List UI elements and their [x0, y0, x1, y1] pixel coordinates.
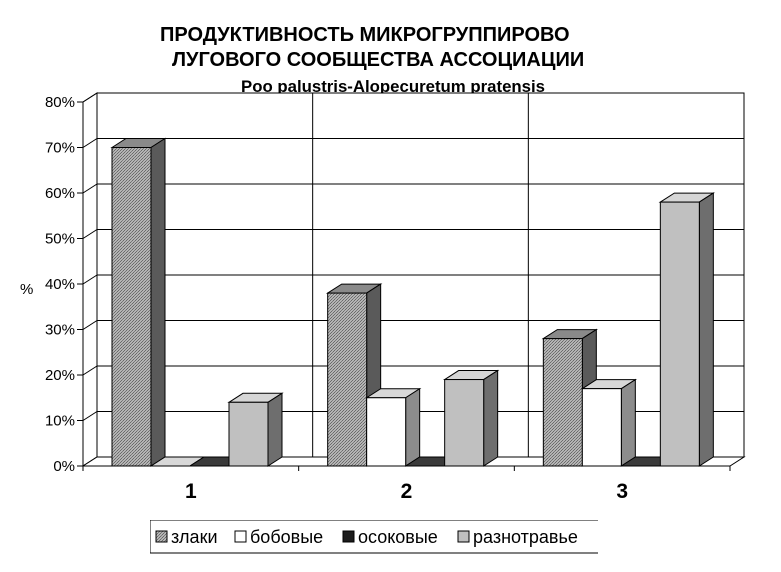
bars	[110, 137, 716, 467]
gridline-side	[82, 183, 98, 194]
legend-swatch	[234, 530, 247, 543]
y-tick-label: 60%	[45, 185, 75, 202]
x-axis: 1 2 3	[82, 465, 731, 503]
gridline-side	[82, 229, 98, 239]
bar-side	[483, 369, 499, 467]
bar-side	[698, 192, 714, 467]
bar-side	[150, 137, 166, 467]
bar-front	[444, 379, 485, 467]
bar-front	[228, 401, 269, 467]
bar-разнотравье-3	[658, 192, 716, 467]
bar-злаки-1	[110, 137, 167, 467]
x-tick-label: 3	[616, 480, 628, 503]
bar-бобовые-3	[580, 378, 638, 467]
legend-item-осоковые: осоковые	[342, 527, 438, 547]
y-tick-label: 30%	[45, 322, 75, 339]
bar-front	[659, 201, 700, 467]
bar-front	[542, 338, 583, 467]
gridline-side	[82, 274, 98, 285]
bar-side	[405, 387, 421, 467]
x-tick-label: 1	[185, 480, 197, 503]
bar-side	[267, 392, 283, 467]
legend-label: осоковые	[358, 527, 438, 547]
legend-item-разнотравье: разнотравье	[457, 527, 578, 547]
bar-front	[366, 397, 407, 467]
bar-разнотравье-1	[227, 392, 284, 467]
y-tick-label: 40%	[45, 276, 75, 293]
legend-label: злаки	[171, 527, 218, 547]
bar-разнотравье-2	[442, 369, 500, 467]
gridline-side	[82, 92, 98, 103]
bar-front	[581, 388, 622, 467]
legend-swatch	[342, 530, 355, 543]
chart-title-line1: ПРОДУКТИВНОСТЬ МИКРОГРУППИРОВО	[160, 24, 570, 46]
legend-item-злаки: злаки	[155, 527, 218, 547]
legend-item-бобовые: бобовые	[234, 527, 323, 547]
y-tick-label: 50%	[45, 231, 75, 248]
bar-side	[620, 378, 636, 467]
legend-swatch	[457, 530, 470, 543]
gridline-side	[82, 365, 98, 376]
legend-frame	[150, 520, 598, 554]
bar-бобовые-2	[364, 387, 422, 467]
gridline-side	[82, 138, 98, 148]
gridline-side	[82, 411, 98, 421]
legend-label: разнотравье	[473, 527, 578, 547]
chart-subtitle: Poo palustris-Alopecuretum pratensis	[241, 77, 545, 96]
chart-title-line2: ЛУГОВОГО СООБЩЕСТВА АССОЦИАЦИИ	[172, 49, 584, 71]
y-tick-label: 0%	[53, 458, 75, 475]
y-tick-label: 70%	[45, 140, 75, 157]
bar-front	[327, 292, 368, 467]
legend: злаки бобовые осоковые разнотравье	[150, 520, 598, 554]
x-tick-label: 2	[401, 480, 413, 503]
gridline-side	[82, 320, 98, 330]
gridlines	[82, 92, 744, 467]
y-axis-label: %	[20, 281, 33, 298]
y-tick-label: 80%	[45, 94, 75, 111]
y-axis: 0% 10% 20% 30% 40% 50% 60% 70% 80%	[45, 94, 84, 475]
legend-label: бобовые	[250, 527, 323, 547]
legend-swatch	[155, 530, 168, 543]
bar-front	[111, 147, 152, 467]
y-tick-label: 10%	[45, 413, 75, 430]
y-tick-label: 20%	[45, 367, 75, 384]
